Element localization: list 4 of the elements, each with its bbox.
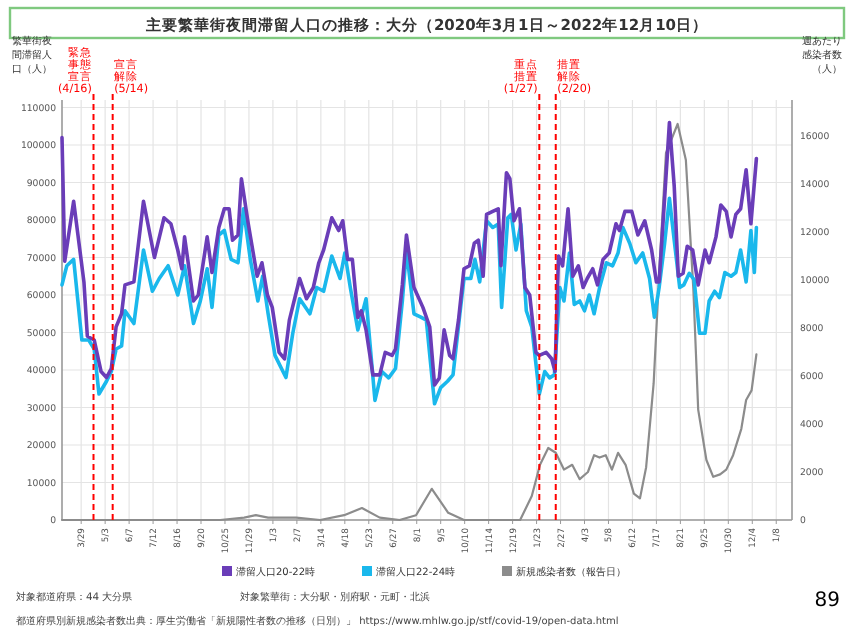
text: 89 — [814, 590, 840, 612]
line-series — [60, 120, 759, 387]
line-series — [60, 196, 759, 406]
line-series — [60, 122, 758, 522]
